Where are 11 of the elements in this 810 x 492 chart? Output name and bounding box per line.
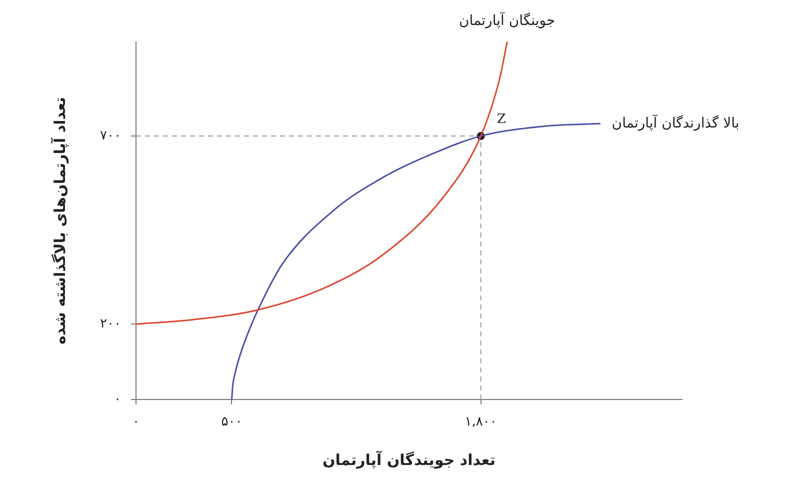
series-label: بالا گذارندگان آپارتمان <box>612 113 740 132</box>
y-tick-label: ۰ <box>114 392 121 407</box>
series-label: جوینگان آپارتمان <box>459 11 556 30</box>
y-tick-label: ۲۰۰ <box>100 316 121 332</box>
annotation: Z <box>496 112 506 127</box>
x-tick-label: ۱,۸۰۰ <box>464 414 497 430</box>
y-axis-title: تعداد آپارتمان‌های بالاگذاشته شده <box>50 96 69 344</box>
x-axis-title: تعداد جویندگان آپارتمان <box>322 450 496 469</box>
x-tick-label: ۵۰۰ <box>221 414 242 430</box>
y-tick-label: ۷۰۰ <box>100 128 121 144</box>
x-tick-label: ۰ <box>132 414 140 430</box>
